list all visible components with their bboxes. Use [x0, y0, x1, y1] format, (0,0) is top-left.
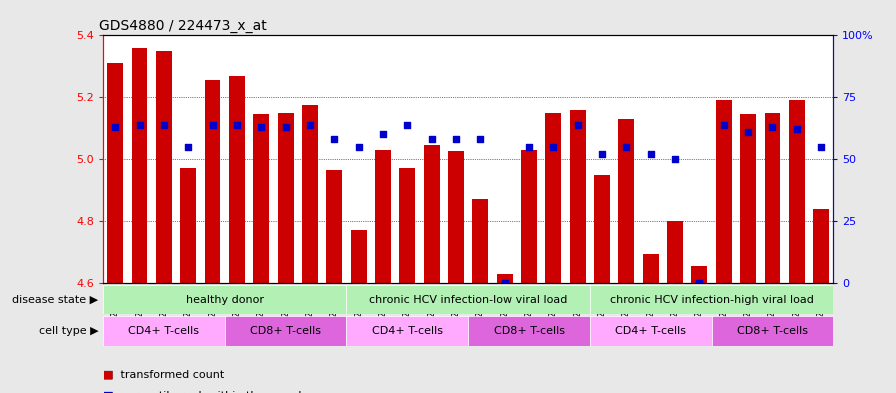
Bar: [618, 119, 634, 283]
Bar: [225, 316, 347, 346]
Text: GDS4880 / 224473_x_at: GDS4880 / 224473_x_at: [99, 19, 267, 33]
Bar: [204, 80, 220, 283]
Bar: [711, 316, 833, 346]
Point: [668, 156, 682, 162]
Bar: [570, 110, 586, 283]
Text: CD8+ T-cells: CD8+ T-cells: [250, 326, 321, 336]
Point: [547, 144, 561, 150]
Point: [425, 136, 439, 143]
Point: [643, 151, 658, 157]
Point: [449, 136, 463, 143]
Bar: [788, 100, 805, 283]
Bar: [229, 75, 245, 283]
Bar: [642, 253, 659, 283]
Bar: [424, 145, 440, 283]
Bar: [108, 63, 123, 283]
Point: [327, 136, 341, 143]
Bar: [302, 105, 318, 283]
Bar: [692, 266, 707, 283]
Point: [789, 126, 804, 132]
Bar: [740, 114, 756, 283]
Bar: [103, 285, 347, 314]
Text: disease state ▶: disease state ▶: [13, 295, 99, 305]
Point: [375, 131, 390, 138]
Bar: [590, 316, 711, 346]
Bar: [254, 114, 269, 283]
Point: [205, 121, 220, 128]
Bar: [594, 174, 610, 283]
Text: CD8+ T-cells: CD8+ T-cells: [494, 326, 564, 336]
Point: [279, 124, 293, 130]
Bar: [448, 151, 464, 283]
Point: [765, 124, 780, 130]
Point: [303, 121, 317, 128]
Point: [181, 144, 195, 150]
Text: healthy donor: healthy donor: [185, 295, 263, 305]
Text: chronic HCV infection-low viral load: chronic HCV infection-low viral load: [369, 295, 567, 305]
Text: CD4+ T-cells: CD4+ T-cells: [616, 326, 686, 336]
Point: [133, 121, 147, 128]
Bar: [350, 230, 366, 283]
Bar: [375, 150, 391, 283]
Point: [497, 280, 512, 286]
Text: ■  percentile rank within the sample: ■ percentile rank within the sample: [103, 391, 308, 393]
Point: [693, 280, 707, 286]
Point: [108, 124, 123, 130]
Point: [351, 144, 366, 150]
Bar: [590, 285, 833, 314]
Text: ■: ■: [103, 391, 114, 393]
Point: [571, 121, 585, 128]
Point: [717, 121, 731, 128]
Text: ■  transformed count: ■ transformed count: [103, 369, 224, 379]
Bar: [521, 150, 537, 283]
Point: [595, 151, 609, 157]
Bar: [156, 51, 172, 283]
Bar: [326, 170, 342, 283]
Point: [157, 121, 171, 128]
Point: [473, 136, 487, 143]
Text: CD4+ T-cells: CD4+ T-cells: [128, 326, 200, 336]
Bar: [469, 316, 590, 346]
Text: CD4+ T-cells: CD4+ T-cells: [372, 326, 443, 336]
Text: cell type ▶: cell type ▶: [39, 326, 99, 336]
Bar: [496, 274, 513, 283]
Point: [741, 129, 755, 135]
Bar: [347, 285, 590, 314]
Text: ■: ■: [103, 369, 114, 379]
Text: CD8+ T-cells: CD8+ T-cells: [737, 326, 808, 336]
Bar: [132, 48, 148, 283]
Bar: [716, 100, 732, 283]
Point: [401, 121, 415, 128]
Point: [229, 121, 244, 128]
Bar: [764, 113, 780, 283]
Bar: [347, 316, 469, 346]
Bar: [278, 113, 294, 283]
Bar: [546, 113, 561, 283]
Text: chronic HCV infection-high viral load: chronic HCV infection-high viral load: [609, 295, 814, 305]
Point: [521, 144, 536, 150]
Bar: [400, 169, 415, 283]
Bar: [814, 209, 829, 283]
Point: [619, 144, 633, 150]
Point: [254, 124, 269, 130]
Bar: [103, 316, 225, 346]
Bar: [668, 221, 683, 283]
Point: [814, 144, 828, 150]
Bar: [472, 199, 488, 283]
Bar: [180, 169, 196, 283]
